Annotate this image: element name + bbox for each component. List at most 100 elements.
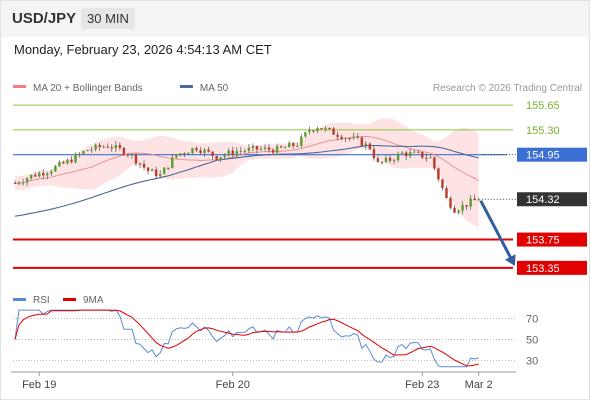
candle [288,140,291,148]
candle [441,178,444,191]
candle-body [58,161,61,167]
candle [86,149,89,152]
legend-swatch [63,298,76,301]
candle-body [477,199,480,201]
candle [94,143,97,152]
candle-body [82,151,85,154]
candle [360,136,363,147]
candle-body [457,210,460,213]
candle-body [356,136,359,138]
candle-body [98,144,101,148]
timeframe-badge[interactable]: 30 MIN [81,8,135,29]
level-tag [517,192,587,207]
legend-swatch [13,85,26,88]
candle [54,164,57,173]
candle [263,144,267,151]
candle-body [154,169,158,177]
candle-body [33,174,37,177]
candle-body [146,167,150,172]
candle-body [404,152,408,157]
candle-body [78,153,81,155]
candle-body [134,154,138,164]
level-label: 155.30 [526,125,560,137]
candle-body [66,159,69,164]
candle [142,160,146,171]
candle [469,194,472,210]
candle-body [336,134,339,137]
time-tick-label: Feb 20 [216,379,250,391]
candle [449,196,452,210]
candle [199,147,202,155]
candle-body [215,155,218,160]
candle-body [376,158,380,162]
candle-body [320,128,323,130]
candle [336,131,339,141]
legend-label: MA 50 [200,83,229,94]
candle-body [441,179,444,189]
candle-body [126,154,130,156]
candle-body [425,157,428,159]
candle [179,153,182,157]
candle-body [247,147,251,151]
candle-body [29,174,33,179]
candle-body [94,144,97,150]
candle [251,143,255,152]
candle [340,134,343,141]
legend-label: RSI [33,295,50,306]
candle [308,126,311,135]
candle [477,197,480,201]
candle [344,137,347,143]
candle [29,174,33,181]
candle [98,142,101,151]
candle [437,167,440,182]
candle [283,145,287,149]
candle [445,186,448,199]
candle-body [183,153,186,155]
rsi-tick-label: 50 [526,335,538,347]
candle-body [191,148,194,154]
candle-body [122,147,126,155]
candle [150,168,154,172]
candle [433,156,436,171]
candle-body [118,145,122,148]
candle [74,152,77,164]
candle [279,145,283,149]
candle [13,180,17,184]
candle-body [263,147,267,149]
candle [453,205,456,214]
candle-body [25,178,29,183]
candle [78,152,81,158]
candle [388,155,392,164]
candle-body [372,149,376,159]
candle [38,170,41,178]
candle-body [17,183,21,185]
header-bar: USD/JPY 30 MIN [1,1,589,37]
candle-body [130,154,134,156]
candle [259,146,263,152]
main-plot-area [13,104,513,269]
legend-label: MA 20 + Bollinger Bands [33,83,143,94]
candle-body [110,147,113,149]
candle [380,161,384,165]
candle [25,177,29,186]
candle-body [175,154,178,158]
candle-body [13,182,17,184]
candle [404,150,408,161]
candle [408,148,412,159]
candle [227,148,230,157]
candle [158,170,162,178]
candle [46,171,49,180]
time-tick-label: Feb 19 [22,379,56,391]
bollinger-band-fill [15,118,479,228]
candle-body [364,143,368,146]
candle-body [453,207,456,213]
candle [364,141,368,150]
candle-body [171,157,174,168]
candle [183,152,186,158]
candle [146,167,150,175]
candle-body [235,151,238,155]
candle-body [465,205,468,207]
candle-body [54,166,57,172]
candle-body [340,136,343,139]
